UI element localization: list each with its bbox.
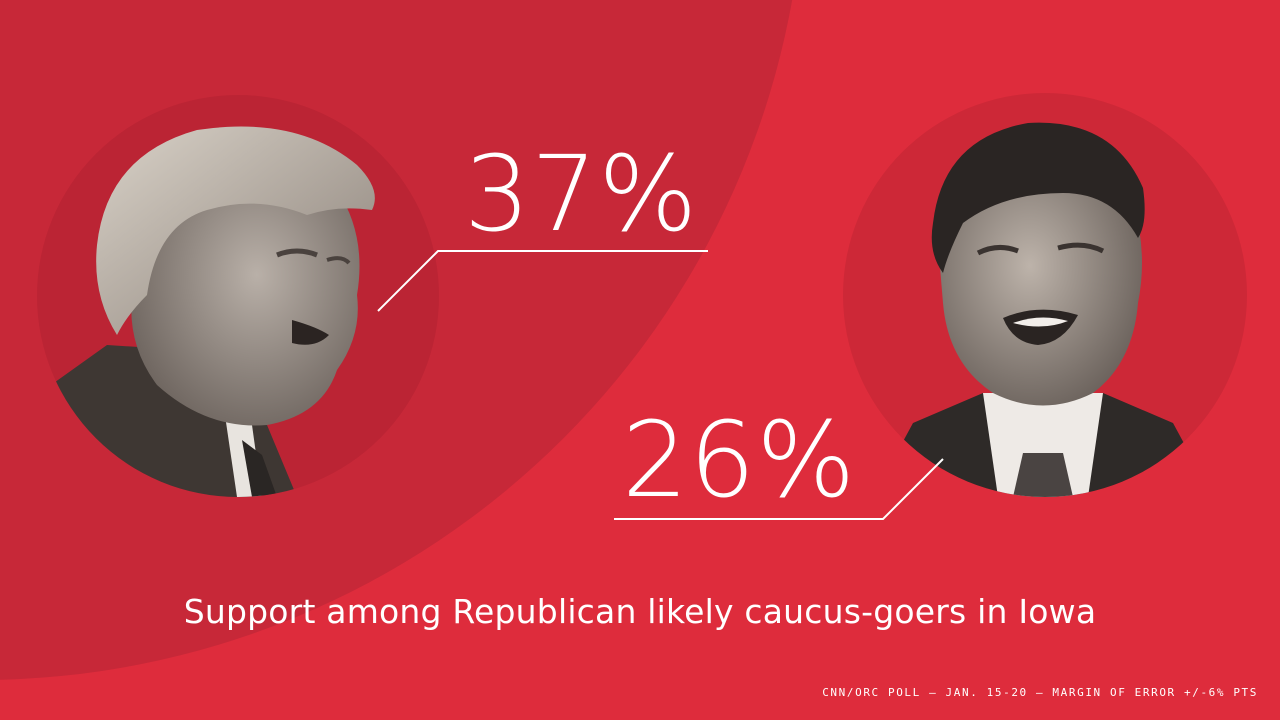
candidate-photo-left (37, 95, 439, 497)
leader-line-right (614, 458, 944, 520)
caption: Support among Republican likely caucus-g… (183, 592, 1097, 631)
percent-left: 37% (464, 133, 699, 255)
source-note: CNN/ORC POLL — JAN. 15-20 — MARGIN OF ER… (822, 686, 1258, 699)
leader-line-left (377, 250, 708, 312)
percent-right: 26% (622, 399, 857, 521)
candidate-photo-right (843, 93, 1247, 497)
